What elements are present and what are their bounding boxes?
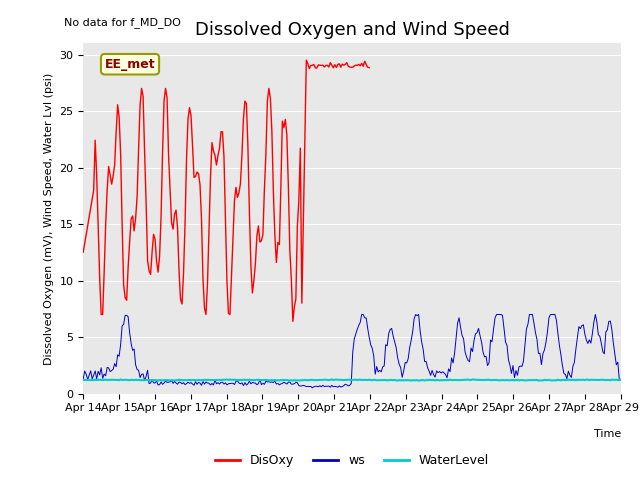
Title: Dissolved Oxygen and Wind Speed: Dissolved Oxygen and Wind Speed <box>195 21 509 39</box>
Y-axis label: Dissolved Oxygen (mV), Wind Speed, Water Lvl (psi): Dissolved Oxygen (mV), Wind Speed, Water… <box>44 72 54 364</box>
Text: No data for f_MD_DO: No data for f_MD_DO <box>64 17 181 28</box>
Text: EE_met: EE_met <box>105 58 156 71</box>
Legend: DisOxy, ws, WaterLevel: DisOxy, ws, WaterLevel <box>210 449 494 472</box>
Text: Time: Time <box>593 429 621 439</box>
